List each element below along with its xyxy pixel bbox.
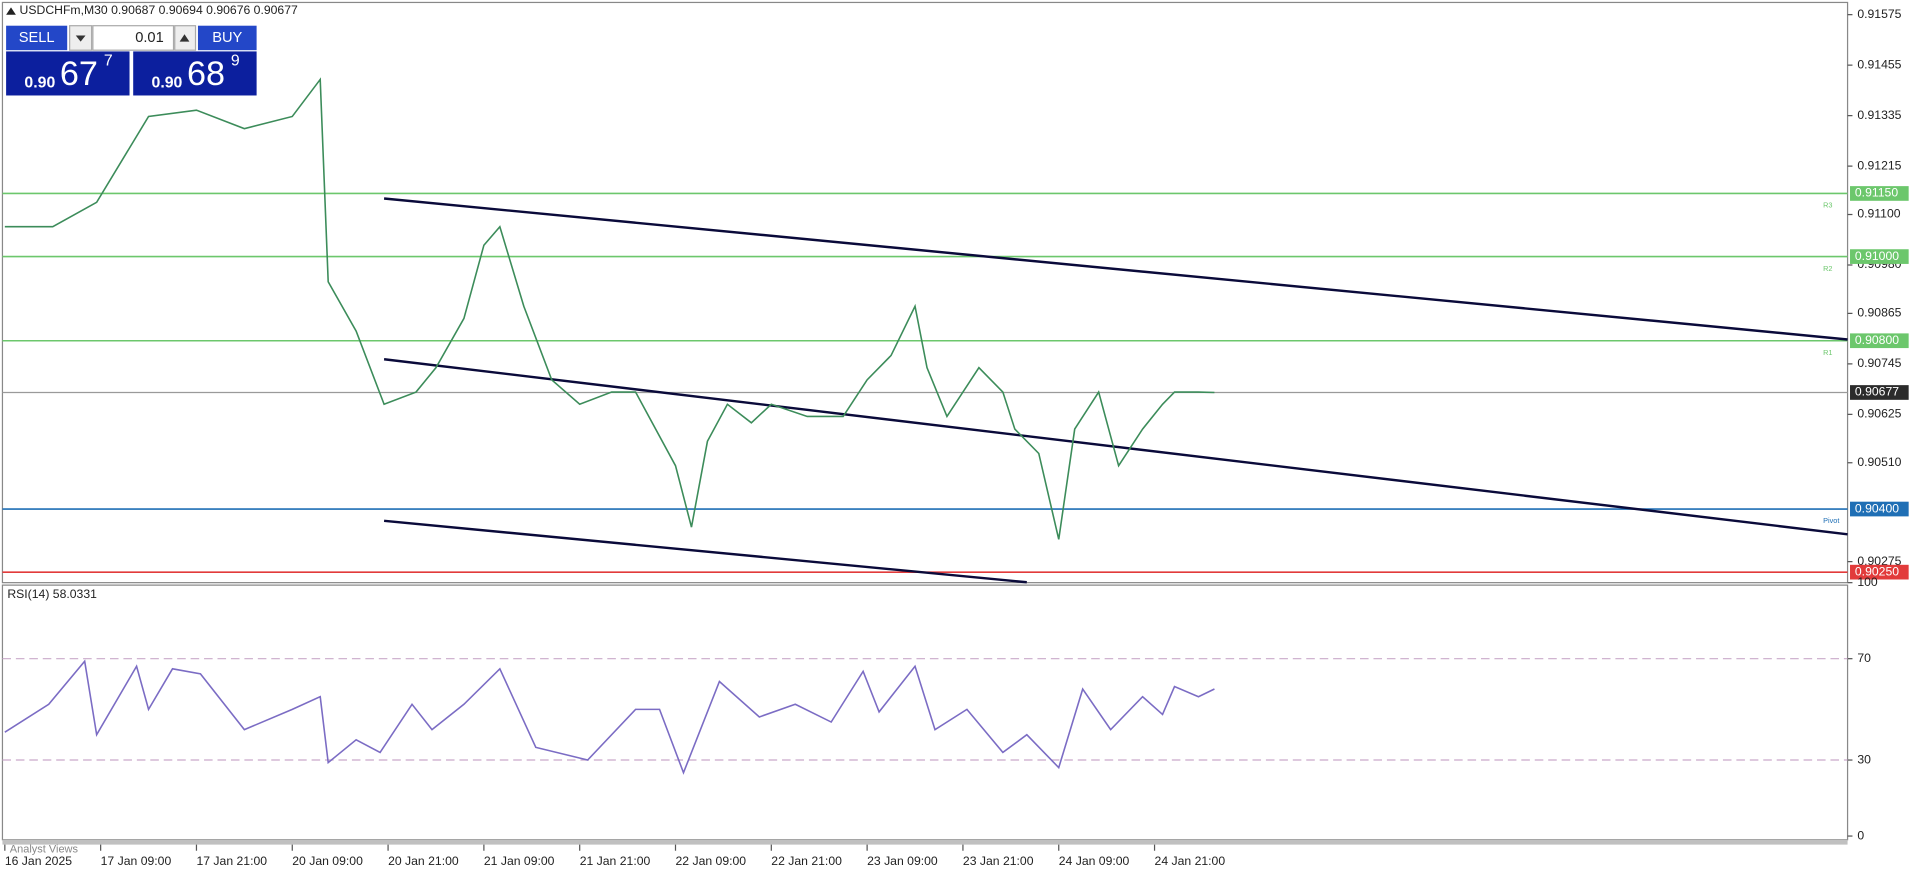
level-tag: R2	[1823, 264, 1832, 273]
up-arrow	[179, 34, 190, 42]
current-price-box	[1850, 385, 1909, 400]
pane-title: RSI(14) 58.0331	[7, 587, 97, 601]
series-line	[4, 659, 1215, 775]
y-tick-label: 0.90625	[1857, 407, 1901, 421]
trend-line	[383, 197, 1848, 341]
trend-line	[383, 358, 1848, 536]
x-tick-label: 23 Jan 21:00	[963, 854, 1034, 868]
lot-input[interactable]	[92, 25, 175, 51]
y-tick-label: 0.91455	[1857, 57, 1901, 71]
level-price-label: 0.90400	[1855, 501, 1899, 515]
x-tick-label: 20 Jan 21:00	[388, 854, 459, 868]
y-tick-label: 0.90510	[1857, 455, 1901, 469]
y-tick-label: 0.91335	[1857, 108, 1901, 122]
x-tick-label: 17 Jan 21:00	[196, 854, 267, 868]
x-tick-label: 22 Jan 21:00	[771, 854, 842, 868]
y-tick-label: 0.90745	[1857, 356, 1901, 370]
y-tick-label: 0.90275	[1857, 554, 1901, 568]
buy-label[interactable]: BUY	[212, 30, 242, 46]
buy-price-box[interactable]	[133, 51, 257, 96]
level-price-box	[1850, 249, 1909, 264]
level-price-box	[1850, 333, 1909, 349]
y-tick-label: 0.90865	[1857, 306, 1901, 320]
y-tick-label: 0.91100	[1857, 207, 1900, 221]
trade-panel: SELL 0.01 BUY 0.90 67 7 0.90 68 9	[6, 25, 257, 96]
x-tick-label: 20 Jan 09:00	[292, 854, 363, 868]
sell-button[interactable]	[6, 25, 68, 51]
footer-tab[interactable]: Analyst Views	[10, 843, 79, 855]
y-tick-label: 30	[1857, 752, 1871, 766]
sell-prefix: 0.90	[24, 74, 55, 91]
y-tick-label: 70	[1857, 651, 1871, 665]
buy-big: 68	[187, 55, 225, 93]
x-tick-label: 22 Jan 09:00	[676, 854, 747, 868]
buy-prefix: 0.90	[152, 74, 183, 91]
y-tick-label: 0.91215	[1857, 158, 1901, 172]
x-tick-label: 16 Jan 2025	[5, 854, 72, 868]
sell-price-box[interactable]	[6, 51, 130, 96]
y-tick-label: 0.91575	[1857, 7, 1901, 21]
level-tag: Pivot	[1823, 516, 1839, 525]
series-line	[4, 77, 1215, 540]
x-tick-label: 21 Jan 21:00	[580, 854, 651, 868]
buy-button[interactable]	[197, 25, 257, 51]
x-tick-label: 17 Jan 09:00	[101, 854, 172, 868]
sell-small: 7	[104, 52, 113, 69]
sell-big: 67	[60, 55, 98, 93]
panel-divider	[2, 839, 1848, 845]
buy-small: 9	[231, 52, 240, 69]
level-price-box	[1850, 564, 1909, 580]
x-tick-label: 24 Jan 09:00	[1059, 854, 1130, 868]
down-arrow	[75, 35, 86, 42]
level-price-box	[1850, 186, 1909, 201]
x-tick-label: 24 Jan 21:00	[1155, 854, 1226, 868]
trend-line	[383, 519, 1027, 584]
x-tick-label: 21 Jan 09:00	[484, 854, 555, 868]
level-price-label: 0.91000	[1855, 249, 1899, 263]
chart-header: USDCHFm,M30 0.90687 0.90694 0.90676 0.90…	[20, 3, 298, 17]
y-tick-label: 0	[1857, 828, 1864, 842]
y-tick-label: 100	[1857, 575, 1878, 589]
current-price-label: 0.90677	[1855, 385, 1899, 399]
x-tick-label: 23 Jan 09:00	[867, 854, 938, 868]
level-tag: R3	[1823, 201, 1832, 210]
price-pane	[1, 1, 1849, 584]
lot-value[interactable]: 0.01	[135, 30, 164, 46]
level-tag: R1	[1823, 348, 1832, 357]
rsi-pane	[1, 584, 1849, 841]
level-price-box	[1850, 501, 1909, 517]
sell-label[interactable]: SELL	[19, 30, 55, 46]
level-price-label: 0.90800	[1855, 333, 1899, 347]
header-arrow	[6, 7, 16, 15]
level-price-label: 0.91150	[1855, 186, 1898, 200]
level-price-label: 0.90250	[1855, 564, 1899, 578]
